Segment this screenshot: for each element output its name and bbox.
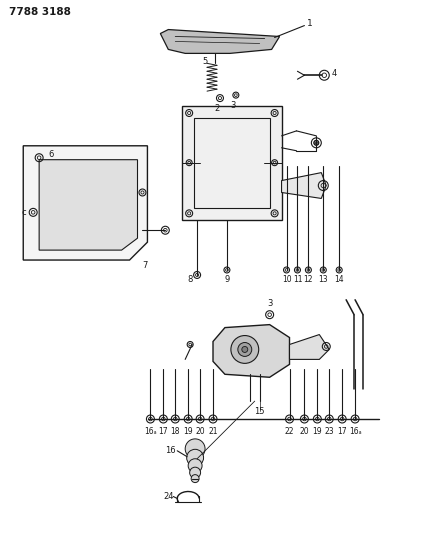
Text: 7788 3188: 7788 3188 <box>9 7 71 17</box>
Text: 4: 4 <box>332 69 337 78</box>
Text: 21: 21 <box>208 427 218 437</box>
Circle shape <box>191 475 199 482</box>
Text: 7: 7 <box>143 261 148 270</box>
Text: 13: 13 <box>318 276 328 285</box>
Text: 9: 9 <box>224 276 229 285</box>
Text: 3: 3 <box>230 101 235 110</box>
Text: 16ₐ: 16ₐ <box>349 427 361 437</box>
Circle shape <box>190 467 201 478</box>
Text: 6: 6 <box>48 150 54 159</box>
Text: 5: 5 <box>202 57 208 66</box>
Text: 8: 8 <box>187 276 193 285</box>
Polygon shape <box>23 146 147 260</box>
Polygon shape <box>213 325 289 377</box>
Text: 24: 24 <box>163 492 173 501</box>
Text: 19: 19 <box>183 427 193 437</box>
Text: 20: 20 <box>195 427 205 437</box>
Circle shape <box>187 449 204 466</box>
Text: 2: 2 <box>214 103 220 112</box>
Text: 23: 23 <box>324 427 334 437</box>
Polygon shape <box>39 160 137 250</box>
Text: 18: 18 <box>170 427 180 437</box>
Text: 15: 15 <box>255 407 265 416</box>
Text: 11: 11 <box>293 276 302 285</box>
Circle shape <box>242 346 248 352</box>
Polygon shape <box>282 173 326 198</box>
Text: 17: 17 <box>158 427 168 437</box>
Bar <box>194 118 270 208</box>
Text: 3: 3 <box>267 299 272 308</box>
Bar <box>182 106 282 220</box>
Text: 20: 20 <box>300 427 309 437</box>
Polygon shape <box>289 335 329 359</box>
Circle shape <box>238 343 252 357</box>
Text: 10: 10 <box>282 276 291 285</box>
Circle shape <box>188 459 202 473</box>
Text: 16: 16 <box>165 446 175 455</box>
Text: 16ₐ: 16ₐ <box>144 427 157 437</box>
Text: 22: 22 <box>285 427 294 437</box>
Text: 17: 17 <box>337 427 347 437</box>
Text: 14: 14 <box>334 276 344 285</box>
Circle shape <box>231 336 259 364</box>
Text: 1: 1 <box>306 19 312 28</box>
Polygon shape <box>160 29 279 53</box>
Text: c: c <box>21 208 26 217</box>
Text: 19: 19 <box>312 427 322 437</box>
Text: 12: 12 <box>303 276 313 285</box>
Circle shape <box>185 439 205 459</box>
